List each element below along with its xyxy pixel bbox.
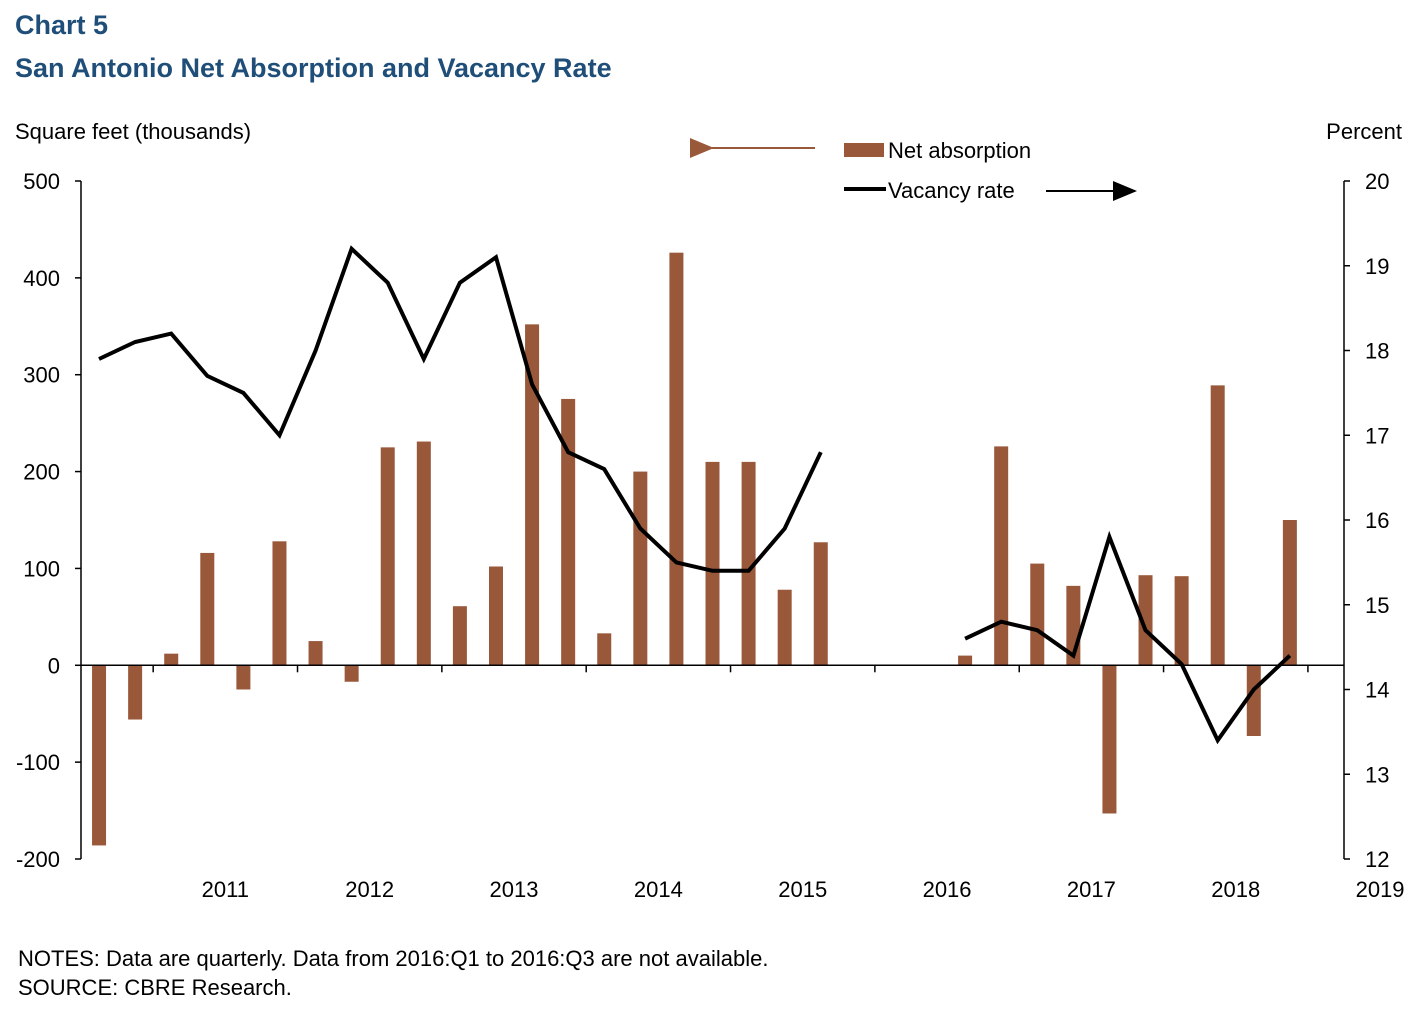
x-tick-label-2019: 2019 bbox=[1356, 877, 1405, 902]
bar-2015:Q1 bbox=[741, 461, 756, 666]
y-axis-label-left: Square feet (thousands) bbox=[15, 119, 251, 144]
bars-group bbox=[92, 252, 1297, 846]
bar-2017:Q3 bbox=[1102, 665, 1117, 814]
bar-2018:Q4 bbox=[1282, 520, 1297, 666]
y-left-tick-label-200: 200 bbox=[23, 460, 60, 485]
y-right-tick-label-15: 15 bbox=[1365, 593, 1389, 618]
x-tick-label-2011: 2011 bbox=[202, 877, 249, 902]
x-tick-label-2013: 2013 bbox=[490, 877, 539, 902]
y-right-tick-label-16: 16 bbox=[1365, 508, 1389, 533]
x-tick-label-2018: 2018 bbox=[1211, 877, 1260, 902]
legend-bar-swatch bbox=[844, 143, 884, 157]
legend: Net absorption Vacancy rate bbox=[690, 138, 1137, 203]
chart-number: Chart 5 bbox=[15, 10, 109, 40]
x-tick-label-2012: 2012 bbox=[345, 877, 394, 902]
bar-2014:Q3 bbox=[669, 252, 684, 666]
y-left-tick-label-100: 100 bbox=[23, 556, 60, 581]
bar-2011:Q1 bbox=[164, 653, 179, 666]
bar-2013:Q4 bbox=[561, 398, 576, 666]
y-left-tick-label-500: 500 bbox=[23, 169, 60, 194]
bar-2014:Q1 bbox=[597, 633, 612, 666]
bar-2012:Q3 bbox=[380, 447, 395, 666]
bar-2010:Q3 bbox=[92, 665, 107, 846]
bar-2013:Q1 bbox=[452, 606, 467, 666]
notes-text: NOTES: Data are quarterly. Data from 201… bbox=[18, 946, 769, 971]
y-right-tick-label-12: 12 bbox=[1365, 847, 1389, 872]
y-right-tick-label-20: 20 bbox=[1365, 169, 1389, 194]
y-right-tick-label-19: 19 bbox=[1365, 254, 1389, 279]
bar-2012:Q1 bbox=[308, 641, 323, 666]
y-left-tick-label--200: -200 bbox=[16, 847, 60, 872]
bar-2014:Q2 bbox=[633, 471, 648, 666]
bar-2012:Q2 bbox=[344, 665, 359, 682]
y-right-tick-label-14: 14 bbox=[1365, 678, 1389, 703]
y-right-tick-label-13: 13 bbox=[1365, 762, 1389, 787]
bar-2015:Q2 bbox=[777, 589, 792, 666]
y-left-tick-label-0: 0 bbox=[48, 653, 60, 678]
bar-2011:Q3 bbox=[236, 665, 251, 690]
bar-2015:Q3 bbox=[813, 542, 828, 666]
bar-2013:Q3 bbox=[525, 324, 540, 666]
bar-2013:Q2 bbox=[488, 566, 503, 666]
y-right-tick-label-17: 17 bbox=[1365, 423, 1389, 448]
vacancy-line-segment-1 bbox=[98, 245, 823, 573]
bar-2017:Q4 bbox=[1138, 575, 1153, 666]
x-tick-label-2015: 2015 bbox=[778, 877, 827, 902]
bar-2012:Q4 bbox=[416, 441, 431, 666]
x-tick-label-2017: 2017 bbox=[1067, 877, 1116, 902]
bar-2016:Q3 bbox=[958, 655, 973, 666]
bar-2017:Q1 bbox=[1030, 563, 1045, 666]
x-tick-label-2016: 2016 bbox=[923, 877, 972, 902]
source-text: SOURCE: CBRE Research. bbox=[18, 975, 292, 1000]
line-group bbox=[98, 245, 1292, 745]
vacancy-line-segment-2 bbox=[964, 530, 1292, 745]
bar-2010:Q4 bbox=[128, 665, 143, 720]
chart-title: San Antonio Net Absorption and Vacancy R… bbox=[15, 53, 612, 83]
y-left-tick-label-300: 300 bbox=[23, 363, 60, 388]
y-left-tick-label-400: 400 bbox=[23, 266, 60, 291]
bar-2018:Q2 bbox=[1210, 385, 1225, 666]
axes-group: -200 -100 0 100 200 300 400 500 12 13 14 15 16 17 18 19… bbox=[16, 169, 1405, 902]
bar-2018:Q3 bbox=[1246, 665, 1261, 736]
legend-line-label: Vacancy rate bbox=[888, 178, 1015, 203]
y-left-tick-label--100: -100 bbox=[16, 750, 60, 775]
bar-2011:Q2 bbox=[200, 552, 215, 666]
bar-2014:Q4 bbox=[705, 461, 720, 666]
legend-bar-label: Net absorption bbox=[888, 138, 1031, 163]
y-right-tick-label-18: 18 bbox=[1365, 339, 1389, 364]
y-axis-label-right: Percent bbox=[1326, 119, 1402, 144]
bar-2016:Q4 bbox=[994, 446, 1009, 666]
x-tick-label-2014: 2014 bbox=[634, 877, 683, 902]
bar-2011:Q4 bbox=[272, 541, 287, 666]
bar-2018:Q1 bbox=[1174, 576, 1189, 666]
notes-block: NOTES: Data are quarterly. Data from 201… bbox=[18, 944, 768, 1002]
